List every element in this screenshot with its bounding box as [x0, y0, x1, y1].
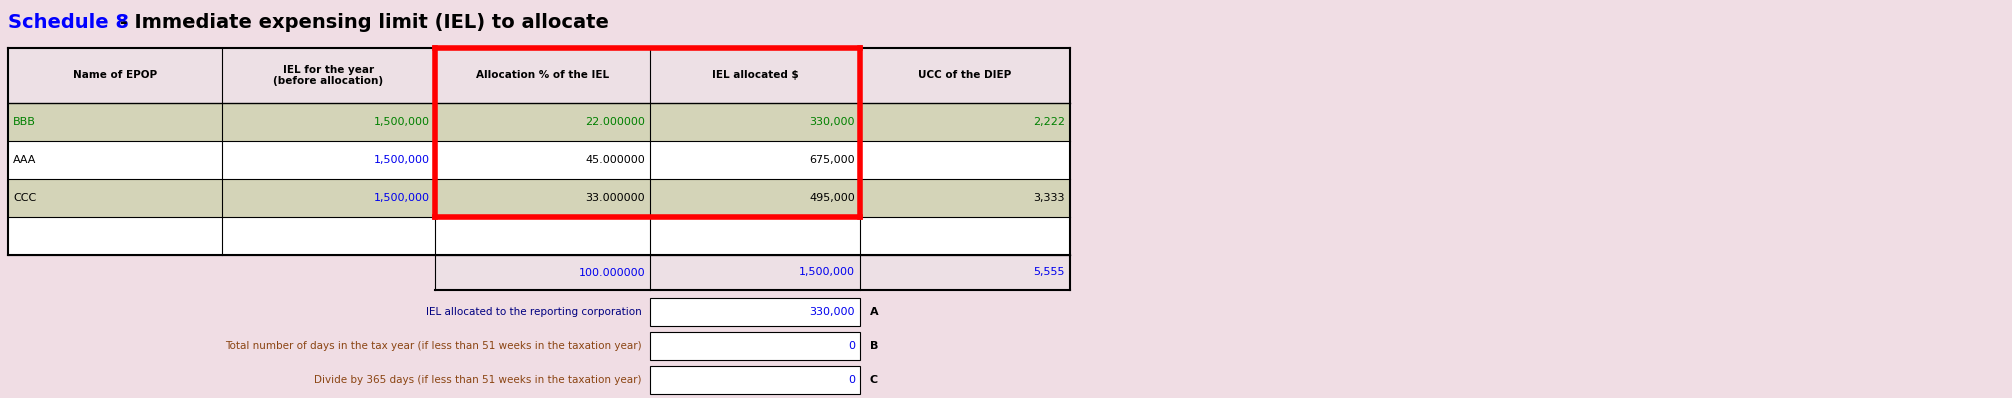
- Text: IEL for the year
(before allocation): IEL for the year (before allocation): [274, 65, 384, 86]
- Bar: [650, 366, 859, 394]
- Text: C: C: [869, 375, 877, 385]
- Bar: [8, 48, 1070, 103]
- Text: 100.000000: 100.000000: [577, 267, 646, 277]
- Text: 1,500,000: 1,500,000: [374, 193, 431, 203]
- Bar: [8, 141, 1070, 179]
- Text: 330,000: 330,000: [809, 307, 855, 317]
- Bar: [8, 103, 1070, 141]
- Text: Allocation % of the IEL: Allocation % of the IEL: [477, 70, 610, 80]
- Bar: [650, 332, 859, 360]
- Text: 0: 0: [847, 375, 855, 385]
- Text: 1,500,000: 1,500,000: [374, 155, 431, 165]
- Text: 3,333: 3,333: [1034, 193, 1064, 203]
- Text: 1,500,000: 1,500,000: [374, 117, 431, 127]
- Text: 22.000000: 22.000000: [585, 117, 646, 127]
- Text: 45.000000: 45.000000: [585, 155, 646, 165]
- Text: 33.000000: 33.000000: [585, 193, 646, 203]
- Text: 1,500,000: 1,500,000: [799, 267, 855, 277]
- Text: IEL allocated to the reporting corporation: IEL allocated to the reporting corporati…: [427, 307, 642, 317]
- Bar: [8, 179, 1070, 217]
- Text: CCC: CCC: [12, 193, 36, 203]
- Text: IEL allocated $: IEL allocated $: [712, 70, 799, 80]
- Bar: [650, 298, 859, 326]
- Text: 5,555: 5,555: [1034, 267, 1064, 277]
- Bar: [435, 255, 1070, 290]
- Text: Divide by 365 days (if less than 51 weeks in the taxation year): Divide by 365 days (if less than 51 week…: [314, 375, 642, 385]
- Text: 330,000: 330,000: [809, 117, 855, 127]
- Text: Schedule 8: Schedule 8: [8, 12, 129, 31]
- Text: 495,000: 495,000: [809, 193, 855, 203]
- Bar: [8, 217, 1070, 255]
- Text: UCC of the DIEP: UCC of the DIEP: [917, 70, 1012, 80]
- Text: 2,222: 2,222: [1032, 117, 1064, 127]
- Text: Total number of days in the tax year (if less than 51 weeks in the taxation year: Total number of days in the tax year (if…: [225, 341, 642, 351]
- Text: BBB: BBB: [12, 117, 36, 127]
- Text: Name of EPOP: Name of EPOP: [72, 70, 157, 80]
- Text: A: A: [869, 307, 879, 317]
- Text: 0: 0: [847, 341, 855, 351]
- Text: AAA: AAA: [12, 155, 36, 165]
- Text: 675,000: 675,000: [809, 155, 855, 165]
- Text: - Immediate expensing limit (IEL) to allocate: - Immediate expensing limit (IEL) to all…: [113, 12, 610, 31]
- Text: B: B: [869, 341, 879, 351]
